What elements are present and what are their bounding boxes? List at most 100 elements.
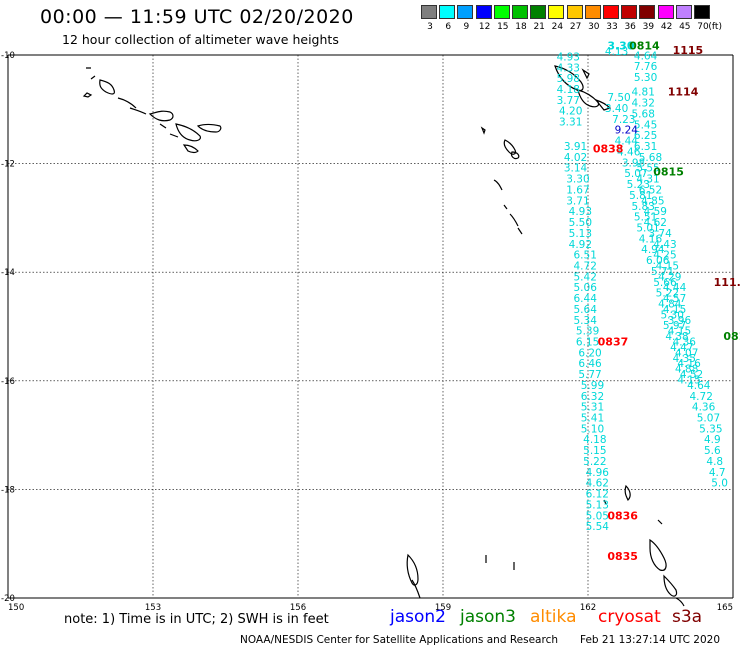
wave-height-value: 5.34: [574, 315, 598, 327]
wave-height-value: 5.55: [636, 163, 659, 175]
legend-label: 30: [588, 22, 600, 32]
legend-label: 27: [569, 22, 582, 32]
wave-height-value: 5.15: [583, 445, 606, 457]
coastline: [82, 67, 115, 98]
wave-height-value: 6.52: [639, 184, 662, 196]
pass-time-label: 0835: [607, 550, 638, 563]
wave-height-value: 6.15: [576, 337, 599, 349]
wave-height-value: 4.18: [583, 434, 606, 446]
wave-height-value: 3.74: [648, 228, 672, 240]
wave-height-value: 4.33: [557, 62, 580, 74]
wave-height-value: 4.59: [644, 206, 667, 218]
wave-height-value: 5.39: [576, 326, 599, 338]
lon-tick-label: 162: [580, 603, 596, 613]
wave-height-value: 6.31: [634, 141, 657, 153]
wave-height-value: 4.84: [658, 298, 682, 310]
wave-height-value: 5.22: [656, 288, 679, 300]
legend-swatch: [421, 5, 437, 19]
wave-height-value: 7.50: [607, 92, 630, 104]
wave-height-value: 4.38: [665, 331, 688, 343]
pass-time-label: 0814: [629, 40, 660, 53]
wave-height-value: 4.72: [690, 391, 713, 403]
wave-height-value: 5.0: [711, 478, 728, 490]
wave-height-value: 4.15: [668, 326, 691, 338]
coastline: [117, 97, 147, 115]
wave-height-value: 5.50: [569, 217, 592, 229]
legend-swatch: [530, 5, 547, 19]
wave-height-value: 4.16: [677, 358, 701, 370]
lon-tick-label: 159: [435, 603, 451, 613]
legend-label: 36: [624, 22, 636, 32]
wave-height-value: 5.10: [581, 423, 604, 435]
coastline: [657, 519, 685, 607]
wave-height-value: 4.25: [653, 250, 676, 262]
legend-label: 6: [445, 22, 452, 32]
lon-tick-label: 153: [145, 603, 161, 613]
wave-height-value: 4.93: [569, 206, 592, 218]
pass-time-label: 0836: [607, 509, 638, 522]
wave-height-value: 4.62: [586, 478, 609, 490]
credit-line: NOAA/NESDIS Center for Satellite Applica…: [240, 634, 558, 646]
wave-height-value: 4.36: [673, 337, 697, 349]
coastlines: [82, 65, 685, 607]
wave-height-value: 5.71: [651, 266, 674, 278]
wave-height-value: 4.52: [680, 369, 703, 381]
wave-height-value: 3.98: [622, 157, 645, 169]
lon-tick-label: 165: [717, 603, 733, 613]
wave-height-value: 4.44: [615, 136, 639, 148]
pass-time-label: 1115: [673, 44, 704, 57]
pass-time-label: 0837: [598, 336, 629, 349]
wave-height-value: 4.8: [706, 456, 723, 468]
wave-height-value: 3.77: [557, 95, 580, 107]
legend-unit: (ft): [708, 22, 722, 32]
wave-height-value: 4.15: [677, 375, 700, 387]
coastline: [159, 123, 199, 154]
legend-swatch: [475, 5, 492, 19]
lat-tick-label: -12: [1, 160, 15, 170]
satellite-label-altika: altika: [530, 607, 577, 627]
lat-tick-label: -14: [1, 268, 15, 278]
wave-height-value: 4.31: [636, 174, 659, 186]
wave-height-value: 5.64: [574, 304, 598, 316]
legend-swatch: [603, 5, 619, 19]
altimeter-readings: 4.934.335.984.183.774.203.313.914.023.14…: [557, 40, 740, 563]
wave-height-value: 4.72: [574, 260, 597, 272]
coastline: [503, 139, 520, 160]
wave-height-value: 5.23: [627, 179, 650, 191]
wave-height-value: 4.9: [704, 434, 721, 446]
legend-swatch: [621, 5, 638, 19]
wave-height-value: 4.20: [559, 106, 582, 118]
wave-height-value: 5.45: [634, 119, 657, 131]
pass-time-label: 0816: [723, 330, 740, 343]
wave-height-value: 5.77: [578, 369, 601, 381]
wave-height-value: 6.20: [578, 347, 601, 359]
wave-height-value: 9.24: [615, 125, 639, 137]
wave-height-value: 6.25: [634, 130, 657, 142]
wave-height-value: 4.15: [656, 260, 679, 272]
pass-time-label: 1114: [668, 86, 699, 99]
wave-height-value: 7.23: [612, 114, 635, 126]
wave-height-value: 5.06: [574, 282, 598, 294]
coastline: [411, 579, 421, 599]
wave-height-value: 6.51: [574, 250, 597, 262]
wave-height-value: 6.44: [574, 293, 598, 305]
coastline: [603, 484, 631, 505]
generated-timestamp: Feb 21 13:27:14 UTC 2020: [580, 634, 720, 646]
wave-height-value: 4.35: [673, 353, 696, 365]
legend-label: 39: [642, 22, 655, 32]
wave-height-value: 3.71: [566, 195, 589, 207]
legend-swatch: [457, 5, 474, 19]
wave-height-value: 4.93: [557, 51, 580, 63]
wave-height-value: 5.07: [697, 413, 720, 425]
wave-height-value: 6.46: [578, 358, 602, 370]
legend-label: 21: [533, 22, 545, 32]
wave-height-value: 5.35: [699, 423, 722, 435]
wave-height-value: 4.85: [641, 195, 664, 207]
coastline: [175, 123, 201, 142]
legend-label: 9: [463, 22, 470, 32]
coastline: [196, 123, 222, 133]
wave-height-value: 4.81: [632, 87, 655, 99]
wave-height-value: 4.64: [634, 50, 658, 62]
wave-height-value: 4.47: [670, 342, 693, 354]
wave-height-value: 5.41: [581, 413, 604, 425]
